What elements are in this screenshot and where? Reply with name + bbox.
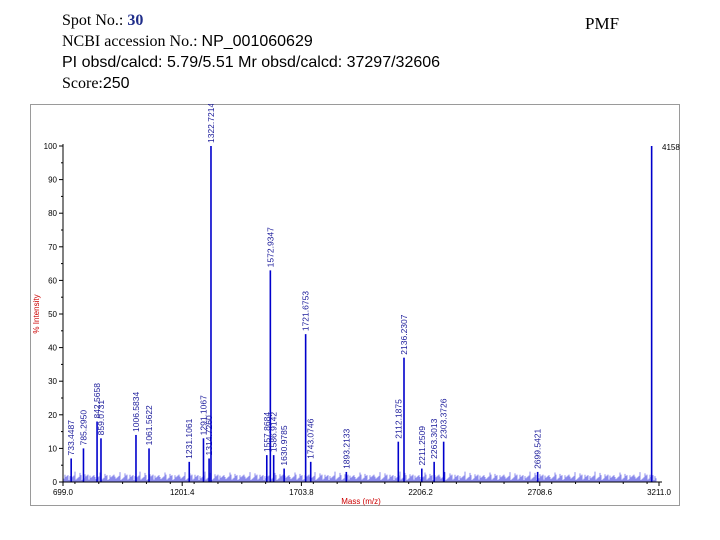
y-tick-label: 0 — [53, 478, 58, 487]
x-tick-label: 1201.4 — [170, 488, 195, 497]
peak-label: 785.2950 — [78, 410, 88, 446]
peak-label: 2263.3013 — [429, 418, 439, 458]
peak-label: 2303.3726 — [439, 398, 449, 438]
y-tick-label: 70 — [48, 243, 57, 252]
y-tick-label: 40 — [48, 344, 57, 353]
peak-label: 1572.9347 — [265, 227, 275, 267]
x-tick-label: 699.0 — [53, 488, 74, 497]
y-tick-label: 80 — [48, 209, 57, 218]
peak-label: 733.4487 — [66, 420, 76, 456]
spot-number-line: Spot No.: 30 — [62, 10, 440, 31]
peak-label: 1721.6753 — [301, 291, 311, 331]
peak-label: 1061.5622 — [144, 405, 154, 445]
y-tick-label: 50 — [48, 310, 57, 319]
max-intensity-label: 4158. — [662, 143, 680, 152]
ncbi-label: NCBI accession No.: — [62, 33, 202, 50]
peak-label: 1893.2133 — [341, 428, 351, 468]
x-tick-label: 1703.8 — [289, 488, 314, 497]
ncbi-accession-line: NCBI accession No.: NP_001060629 — [62, 31, 440, 52]
baseline-noise — [63, 471, 657, 482]
y-axis-title: % Intensity — [32, 294, 41, 333]
y-tick-label: 100 — [44, 142, 58, 151]
peak-label: 1743.0746 — [306, 418, 316, 458]
peak-label: 1314.7260 — [204, 415, 214, 455]
pi-mr-line: PI obsd/calcd: 5.79/5.51 Mr obsd/calcd: … — [62, 54, 441, 71]
score-line: Score:250 — [62, 73, 440, 94]
y-tick-label: 90 — [48, 176, 57, 185]
peak-label: 2211.2509 — [417, 426, 427, 466]
method-tag: PMF — [585, 14, 620, 33]
score-value: 250 — [102, 75, 130, 92]
spectrum-header: Spot No.: 30 NCBI accession No.: NP_0010… — [62, 10, 440, 94]
peak-label: 2136.2307 — [399, 314, 409, 354]
y-tick-label: 20 — [48, 411, 57, 420]
peak-label: 1322.7214 — [206, 104, 216, 143]
peak-label: 2112.1875 — [393, 399, 403, 439]
peak-label: 842.5658 — [92, 383, 102, 419]
chart-frame — [30, 104, 680, 506]
x-tick-label: 3211.0 — [647, 488, 671, 497]
y-tick-label: 30 — [48, 377, 57, 386]
x-tick-label: 2206.2 — [408, 488, 433, 497]
y-tick-label: 60 — [48, 276, 57, 285]
spot-value: 30 — [127, 12, 144, 29]
peak-label: 2699.5421 — [533, 428, 543, 468]
ncbi-value: NP_001060629 — [201, 33, 313, 50]
peak-label: 1557.8684 — [262, 412, 272, 452]
peak-label: 1006.5834 — [131, 392, 141, 432]
peak-label: 1231.1061 — [184, 418, 194, 458]
y-tick-label: 10 — [48, 444, 57, 453]
peak-label: 1586.9142 — [269, 412, 279, 452]
x-tick-label: 2708.6 — [528, 488, 553, 497]
x-axis-title: Mass (m/z) — [341, 497, 381, 506]
peak-label: 1291.1067 — [198, 395, 208, 435]
peak-label: 859.0731 — [96, 400, 106, 436]
score-label: Score: — [62, 75, 103, 92]
peak-label: 1630.9785 — [279, 425, 289, 465]
spot-label: Spot No.: — [62, 12, 128, 29]
